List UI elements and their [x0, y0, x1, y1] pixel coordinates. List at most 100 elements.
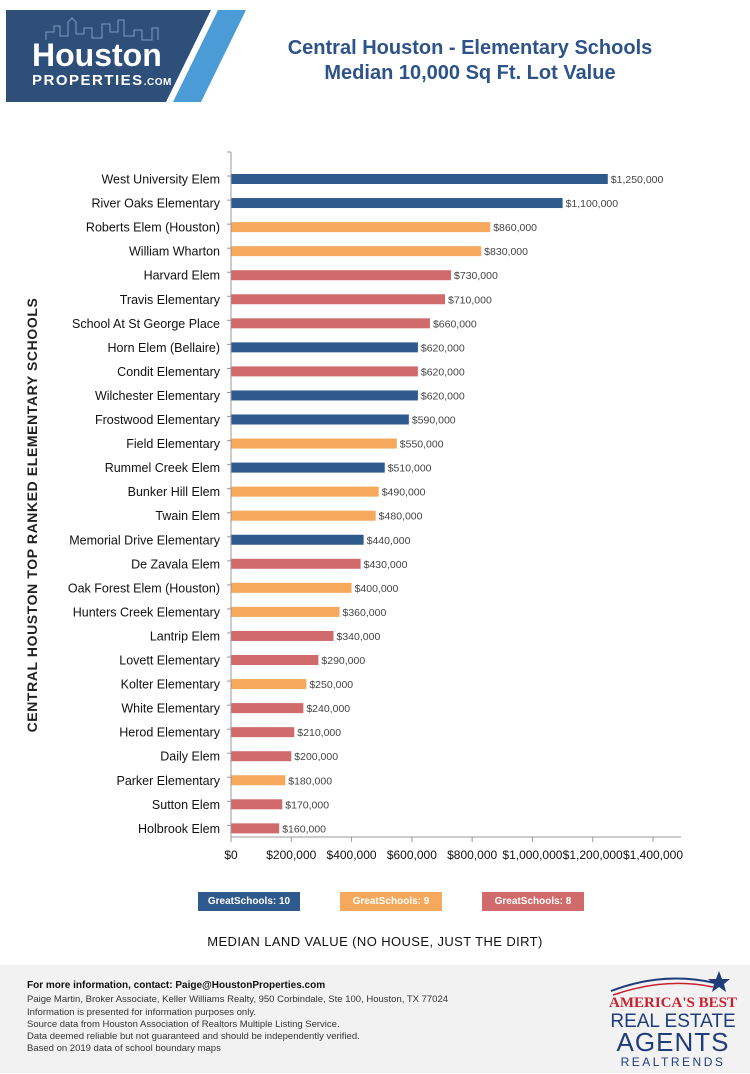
y-axis-label: CENTRAL HOUSTON TOP RANKED ELEMENTARY SC… — [24, 297, 40, 733]
category-label: Condit Elementary — [117, 365, 221, 379]
category-label: Bunker Hill Elem — [128, 485, 220, 499]
bar-chart: West University Elem $1,250,000 River Oaks… — [68, 151, 683, 862]
houston-properties-logo[interactable]: Houston PROPERTIES.COM — [6, 10, 246, 102]
bar — [231, 294, 446, 305]
value-label: $550,000 — [400, 439, 444, 451]
bar — [231, 174, 608, 184]
bar — [231, 486, 379, 497]
category-label: Wilchester Elementary — [95, 389, 221, 403]
value-label: $340,000 — [336, 631, 380, 643]
value-label: $210,000 — [297, 727, 341, 739]
value-label: $510,000 — [388, 463, 432, 475]
x-tick-label: $0 — [224, 848, 238, 862]
bar — [231, 775, 286, 786]
category-label: Parker Elementary — [116, 774, 220, 788]
value-label: $620,000 — [421, 366, 465, 378]
title-line-1: Central Houston - Elementary Schools — [287, 37, 653, 59]
category-label: Twain Elem — [155, 509, 220, 523]
bar — [231, 534, 364, 545]
logo-graphic: Houston PROPERTIES.COM — [6, 10, 246, 102]
badge-line-2: REAL ESTATE — [610, 1011, 735, 1032]
bar — [231, 390, 418, 401]
value-label: $620,000 — [421, 390, 465, 402]
bar — [231, 510, 376, 521]
bar — [231, 438, 397, 449]
value-label: $180,000 — [288, 775, 332, 787]
value-label: $620,000 — [421, 342, 465, 354]
title-line-2: Median 10,000 Sq Ft. Lot Value — [324, 62, 616, 84]
bar — [231, 462, 385, 473]
bars-layer: West University Elem $1,250,000 River Oaks… — [68, 173, 664, 836]
category-label: Horn Elem (Bellaire) — [107, 341, 220, 355]
footer-line-3: Source data from Houston Association of … — [27, 1018, 340, 1030]
bar — [231, 703, 304, 714]
bar — [231, 751, 292, 762]
legend: GreatSchools: 10 GreatSchools: 9 GreatSc… — [0, 892, 750, 912]
value-label: $490,000 — [382, 487, 426, 499]
x-tick-label: $1,200,000 — [563, 848, 623, 862]
x-tick-label: $400,000 — [327, 848, 377, 862]
category-label: William Wharton — [129, 245, 220, 259]
category-label: School At St George Place — [72, 317, 220, 331]
category-label: Hunters Creek Elementary — [73, 605, 221, 619]
value-label: $400,000 — [355, 583, 399, 595]
category-label: Harvard Elem — [144, 269, 220, 283]
bar — [231, 558, 361, 569]
bar — [231, 270, 452, 281]
header: Houston PROPERTIES.COM Central Houston -… — [0, 0, 750, 110]
value-label: $710,000 — [448, 294, 492, 306]
value-label: $240,000 — [306, 703, 350, 715]
value-label: $830,000 — [484, 246, 528, 258]
category-label: Daily Elem — [160, 750, 220, 764]
value-label: $200,000 — [294, 751, 338, 763]
value-label: $250,000 — [309, 679, 353, 691]
category-label: River Oaks Elementary — [91, 197, 220, 211]
category-label: Frostwood Elementary — [95, 413, 221, 427]
bar — [231, 342, 418, 353]
americas-best-agents-badge: AMERICA'S BEST REAL ESTATE AGENTS REALTR… — [603, 969, 743, 1069]
value-label: $170,000 — [285, 799, 329, 811]
value-label: $440,000 — [367, 535, 411, 547]
footer-text: For more information, contact: Paige@Hou… — [27, 980, 448, 1056]
badge-line-4: REALTRENDS — [621, 1055, 726, 1069]
value-label: $360,000 — [343, 607, 387, 619]
category-label: Memorial Drive Elementary — [69, 533, 220, 547]
axis-layer: $0 $200,000 $400,000 $600,000 $800,000 $1,000… — [224, 151, 683, 862]
x-tick-label: $200,000 — [266, 848, 316, 862]
legend-rating-9: GreatSchools: 9 — [340, 892, 442, 911]
value-label: $430,000 — [364, 559, 408, 571]
category-label: White Elementary — [121, 702, 220, 716]
value-label: $1,250,000 — [611, 174, 664, 186]
value-label: $160,000 — [282, 823, 326, 835]
value-label: $660,000 — [433, 318, 477, 330]
footer: For more information, contact: Paige@Hou… — [0, 965, 750, 1073]
category-label: De Zavala Elem — [131, 557, 220, 571]
bar — [231, 318, 430, 329]
chart-title: Central Houston - Elementary Schools Med… — [250, 36, 690, 86]
value-label: $480,000 — [379, 511, 423, 523]
value-label: $290,000 — [321, 655, 365, 667]
footer-contact[interactable]: For more information, contact: Paige@Hou… — [27, 980, 326, 991]
skyline-icon — [45, 17, 159, 41]
bar — [231, 727, 295, 738]
legend-rating-8: GreatSchools: 8 — [482, 892, 584, 911]
logo-word-houston: Houston — [32, 37, 162, 73]
value-label: $860,000 — [493, 222, 537, 234]
bar — [231, 246, 482, 257]
footer-line-5: Based on 2019 data of school boundary ma… — [27, 1043, 221, 1055]
value-label: $730,000 — [454, 270, 498, 282]
category-label: Holbrook Elem — [138, 822, 220, 836]
category-label: Travis Elementary — [120, 293, 221, 307]
bar — [231, 222, 491, 233]
bar — [231, 679, 307, 690]
bar — [231, 823, 280, 834]
bar — [231, 366, 418, 377]
footer-line-4: Data deemed reliable but not guaranteed … — [27, 1031, 360, 1043]
value-label: $590,000 — [412, 415, 456, 427]
x-tick-label: $600,000 — [387, 848, 437, 862]
bar — [231, 630, 334, 641]
x-tick-label: $800,000 — [447, 848, 497, 862]
logo-word-properties: PROPERTIES.COM — [32, 72, 172, 89]
footer-line-1: Paige Martin, Broker Associate, Keller W… — [27, 994, 449, 1006]
bar — [231, 655, 319, 665]
